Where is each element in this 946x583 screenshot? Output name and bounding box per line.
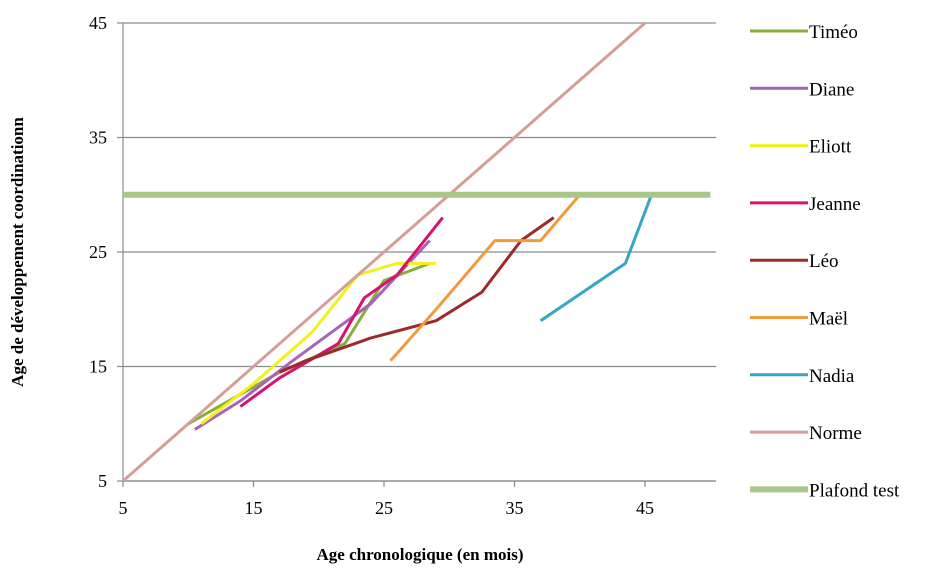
y-tick-label-15: 15 [89,357,107,377]
tick-labels: 5 15 25 35 45 5 15 25 35 45 [89,13,654,518]
axes [117,22,716,487]
legend-label-1: Diane [809,79,854,100]
series-line-5 [389,193,581,362]
x-axis-title: Age chronologique (en mois) [317,545,524,564]
y-tick-label-5: 5 [98,471,107,491]
series-lines [123,23,711,481]
y-tick-label-35: 35 [89,128,107,148]
x-tick-label-25: 25 [375,498,393,518]
series-line-7 [123,23,646,481]
series-line-6 [539,194,653,322]
x-tick-label-5: 5 [119,498,128,518]
legend-label-2: Eliott [809,137,852,158]
legend-label-8: Plafond test [809,480,900,501]
series-line-2 [200,261,437,425]
legend-label-3: Jeanne [809,194,861,215]
legend-label-0: Timéo [809,22,858,43]
legend-label-5: Maël [809,309,848,330]
series-line-3 [239,216,444,408]
legend-label-6: Nadia [809,366,855,387]
series-line-1 [194,239,431,431]
y-axis-title: Age de développement coordinationn [8,117,27,387]
legend: Timéo Diane Eliott Jeanne Léo Maël Nadia Norme P… [750,22,900,501]
series-line-0 [187,261,431,426]
legend-label-4: Léo [809,251,839,272]
x-tick-label-35: 35 [506,498,524,518]
x-tick-label-15: 15 [245,498,263,518]
y-tick-label-25: 25 [89,242,107,262]
x-tick-label-45: 45 [636,498,654,518]
legend-label-7: Norme [809,423,862,444]
y-tick-label-45: 45 [89,13,107,33]
